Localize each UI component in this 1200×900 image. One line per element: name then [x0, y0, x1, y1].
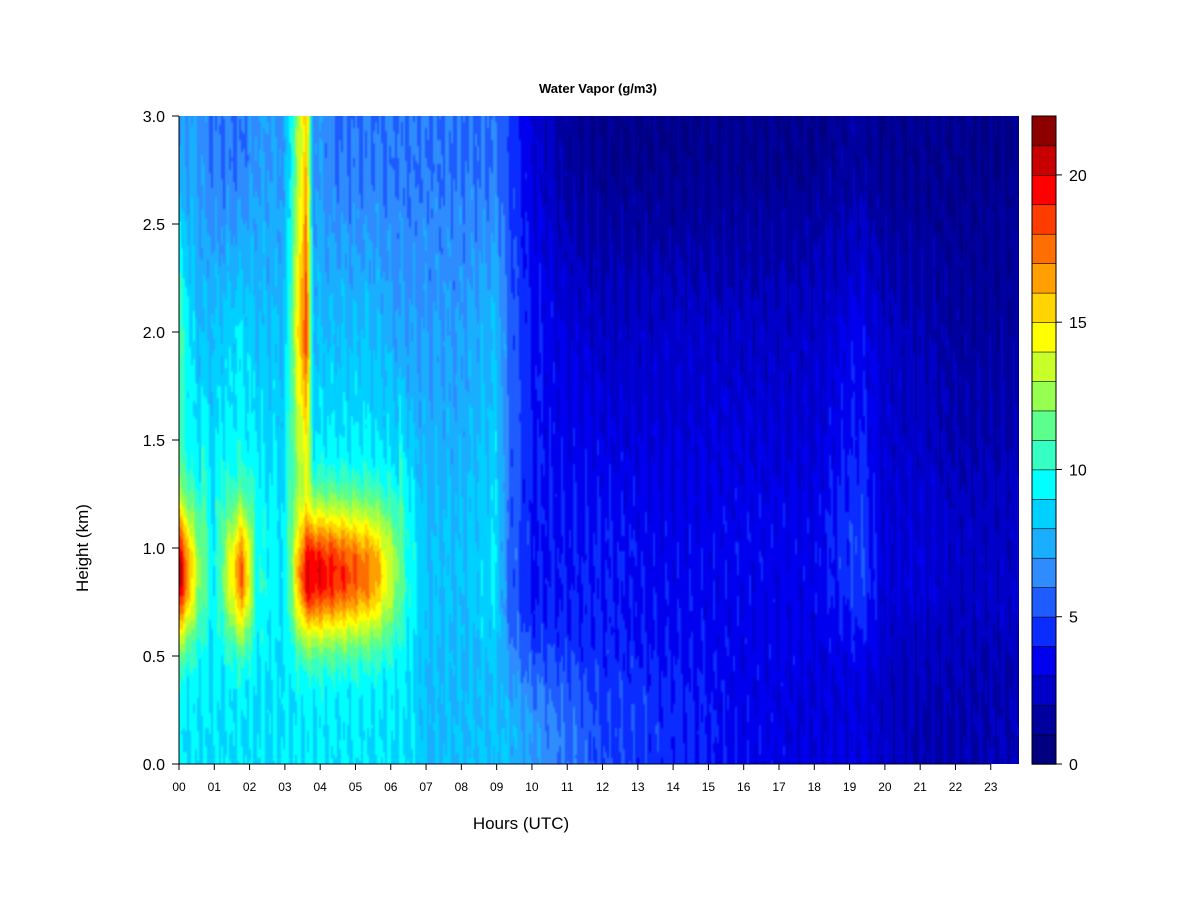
x-tick-label: 08 — [455, 780, 469, 794]
colorbar-level — [1031, 586, 1057, 618]
colorbar-level — [1031, 704, 1057, 736]
x-tick-label: 10 — [525, 780, 539, 794]
x-tick-label: 11 — [561, 780, 574, 794]
colorbar-level — [1031, 321, 1057, 353]
colorbar-level — [1031, 528, 1057, 559]
x-tick-label: 17 — [772, 780, 786, 794]
x-tick-label: 09 — [490, 780, 504, 794]
colorbar-tick-label: 5 — [1069, 610, 1078, 627]
colorbar-tick-label: 15 — [1069, 315, 1087, 332]
x-tick-label: 13 — [631, 780, 645, 794]
colorbar-level — [1031, 439, 1057, 471]
x-tick-label: 01 — [208, 780, 222, 794]
colorbar-level — [1031, 233, 1057, 264]
y-tick-label: 2.0 — [143, 325, 165, 342]
colorbar-tick-label: 10 — [1069, 462, 1087, 479]
x-tick-label: 12 — [596, 780, 610, 794]
colorbar-level — [1031, 380, 1057, 412]
colorbar-tick-label: 20 — [1069, 168, 1087, 185]
colorbar-tick-label: 0 — [1069, 757, 1078, 774]
x-axis: 00 01 02 03 04 05 06 07 08 09 10 11 12 13 14 15 16 17 18 19… — [172, 763, 998, 794]
colorbar-frame — [1031, 115, 1057, 765]
colorbar-level — [1031, 115, 1057, 147]
x-tick-label: 02 — [243, 780, 257, 794]
x-tick-label: 21 — [913, 780, 927, 794]
x-tick-label: 03 — [278, 780, 292, 794]
y-tick-label: 0.0 — [143, 757, 165, 774]
y-tick-label: 3.0 — [143, 109, 165, 126]
colorbar-level — [1031, 351, 1057, 382]
colorbar-level — [1031, 498, 1057, 530]
colorbar-level — [1031, 645, 1057, 677]
x-tick-label: 20 — [878, 780, 892, 794]
colorbar: 0 5 10 15 20 — [1031, 115, 1087, 774]
x-tick-label: 00 — [172, 780, 186, 794]
colorbar-level — [1031, 145, 1057, 176]
colorbar-level — [1031, 557, 1057, 588]
y-axis: 0.0 0.5 1.0 1.5 2.0 2.5 3.0 — [143, 109, 180, 774]
chart-title: Water Vapor (g/m3) — [539, 81, 657, 96]
y-tick-label: 1.0 — [143, 541, 165, 558]
colorbar-level — [1031, 469, 1057, 500]
y-tick-label: 0.5 — [143, 649, 165, 666]
x-tick-label: 22 — [949, 780, 963, 794]
x-tick-label: 05 — [349, 780, 363, 794]
heatmap-field — [179, 116, 1019, 764]
colorbar-level — [1031, 410, 1057, 441]
y-axis-label: Height (km) — [73, 504, 92, 592]
x-tick-label: 18 — [808, 780, 822, 794]
x-tick-label: 04 — [313, 780, 327, 794]
colorbar-level — [1031, 174, 1057, 206]
x-axis-label: Hours (UTC) — [473, 814, 569, 833]
y-tick-label: 1.5 — [143, 433, 165, 450]
x-tick-label: 07 — [419, 780, 433, 794]
y-tick-label: 2.5 — [143, 217, 165, 234]
x-tick-label: 23 — [984, 780, 998, 794]
colorbar-level — [1031, 616, 1057, 647]
plot-area — [179, 116, 1019, 764]
colorbar-level — [1031, 675, 1057, 706]
x-tick-label: 15 — [702, 780, 716, 794]
x-tick-label: 19 — [843, 780, 857, 794]
colorbar-level — [1031, 204, 1057, 235]
colorbar-level — [1031, 292, 1057, 323]
x-tick-label: 06 — [384, 780, 398, 794]
x-tick-label: 16 — [737, 780, 751, 794]
x-tick-label: 14 — [666, 780, 680, 794]
colorbar-level — [1031, 734, 1057, 765]
colorbar-level — [1031, 262, 1057, 294]
